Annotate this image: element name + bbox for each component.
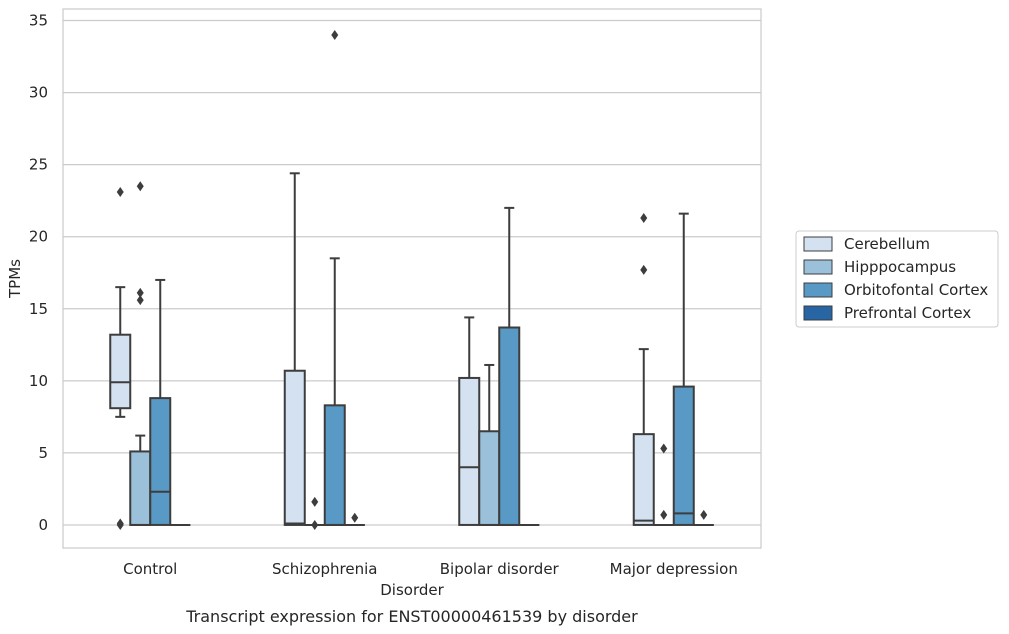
- outlier-point: [640, 212, 648, 223]
- legend-frame: [795, 230, 999, 328]
- outlier-point: [640, 264, 648, 275]
- box-body: [498, 326, 521, 526]
- x-axis-label: Disorder: [380, 581, 444, 599]
- legend-label: Hipppocampus: [844, 258, 956, 276]
- y-axis-label: TPMs: [6, 259, 24, 299]
- box-body: [478, 430, 501, 526]
- box-body: [632, 433, 655, 526]
- outlier-point: [660, 509, 668, 520]
- box-1-2: [478, 363, 501, 526]
- x-tick-label: Major depression: [610, 560, 738, 578]
- legend-swatch: [803, 259, 833, 275]
- box-body: [283, 369, 306, 526]
- x-tick-label: Bipolar disorder: [440, 560, 560, 578]
- gridlines: [63, 19, 761, 526]
- y-tick-label: 25: [29, 156, 48, 174]
- y-tick-label: 10: [29, 372, 48, 390]
- box-body: [109, 333, 132, 410]
- legend-label: Prefrontal Cortex: [844, 304, 971, 322]
- box-1-0: [129, 181, 152, 526]
- box-body: [323, 404, 346, 526]
- box-1-3: [653, 443, 674, 526]
- legend-swatch: [803, 236, 833, 252]
- box-0-2: [458, 316, 481, 526]
- y-tick-label: 30: [29, 84, 48, 102]
- box-2-2: [498, 206, 521, 526]
- outlier-point: [700, 509, 708, 520]
- box-2-0: [149, 278, 172, 526]
- outlier-point: [116, 187, 124, 198]
- box-0-0: [109, 187, 132, 530]
- chart-title: Transcript expression for ENST0000046153…: [185, 607, 638, 626]
- x-tick-label: Control: [123, 560, 177, 578]
- y-tick-label: 0: [38, 516, 48, 534]
- y-tick-label: 35: [29, 12, 48, 30]
- box-2-1: [323, 29, 346, 526]
- legend-label: Orbitofontal Cortex: [844, 281, 988, 299]
- legend: Cerebellum Hipppocampus Orbitofontal Corte…: [795, 230, 999, 328]
- outlier-point: [660, 443, 668, 454]
- box-1-1: [304, 496, 325, 530]
- outlier-point: [351, 512, 359, 523]
- box-body: [149, 397, 172, 526]
- box-0-3: [632, 212, 655, 526]
- box-body: [129, 450, 152, 526]
- y-tick-label: 20: [29, 228, 48, 246]
- boxes: [109, 29, 714, 530]
- box-2-3: [672, 212, 695, 526]
- outlier-point: [136, 287, 144, 298]
- outlier-point: [311, 496, 319, 507]
- legend-label: Cerebellum: [844, 235, 930, 253]
- outlier-point: [136, 181, 144, 192]
- box-0-1: [283, 172, 306, 526]
- box-3-1: [344, 512, 365, 526]
- y-tick-label: 5: [38, 444, 48, 462]
- legend-swatch: [803, 305, 833, 321]
- x-tick-label: Schizophrenia: [272, 560, 377, 578]
- x-tick-labels: Control Schizophrenia Bipolar disorder Majo…: [123, 560, 738, 578]
- y-tick-labels: 0 5 10 15 20 25 30 35: [29, 12, 48, 534]
- y-tick-label: 15: [29, 300, 48, 318]
- box-body: [458, 376, 481, 526]
- outlier-point: [311, 519, 319, 530]
- box-3-3: [693, 509, 714, 526]
- outlier-point: [116, 518, 124, 529]
- box-body: [672, 385, 695, 526]
- outlier-point: [331, 29, 339, 40]
- plot-area-frame: [62, 8, 762, 549]
- legend-swatch: [803, 282, 833, 298]
- outlier-point: [136, 295, 144, 306]
